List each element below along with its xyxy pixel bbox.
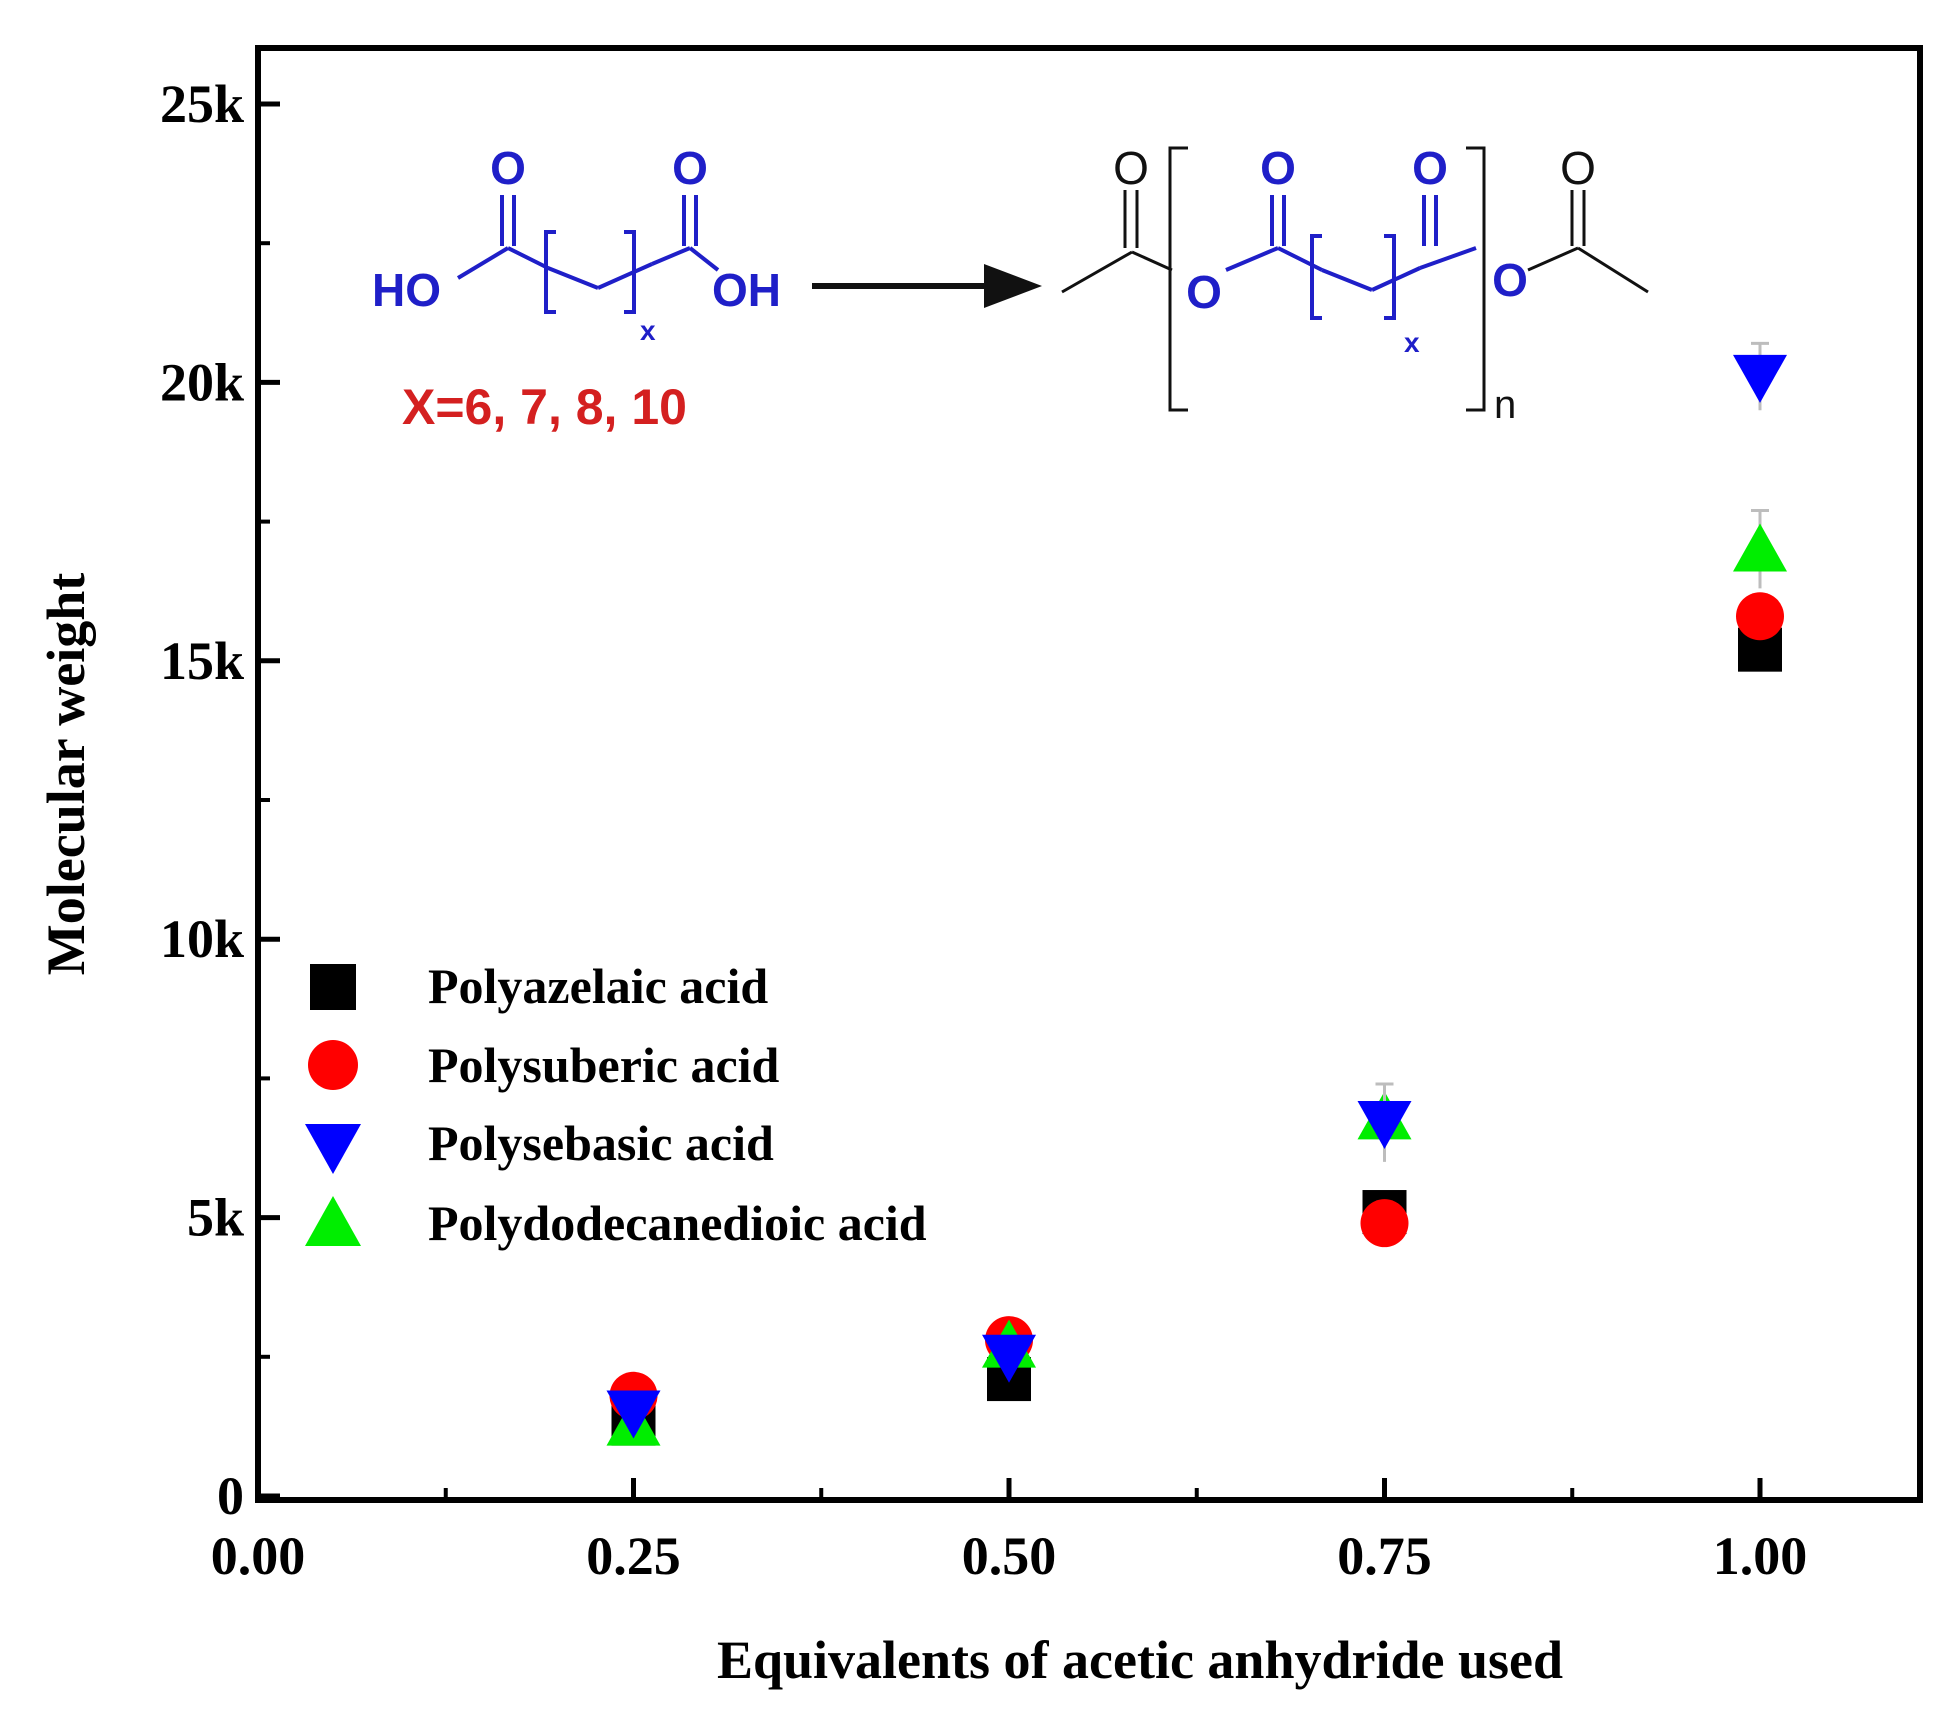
- plot-frame: [255, 45, 1923, 1503]
- reactant-structure: [456, 195, 720, 314]
- reactant-carbonyl-o-right: O: [672, 142, 708, 194]
- y-tick-label: 0: [217, 1466, 244, 1526]
- reaction-arrow: [812, 264, 1042, 308]
- x-tick-label: 0.50: [962, 1526, 1057, 1586]
- legend-marker-circle: [308, 1040, 358, 1090]
- product-structure: [1061, 146, 1649, 412]
- chain-length-annotation: X=6, 7, 8, 10: [402, 379, 687, 435]
- x-tick-label: 0.75: [1337, 1526, 1432, 1586]
- y-tick-label: 20k: [160, 352, 244, 412]
- product-ester-o-left: O: [1186, 266, 1222, 318]
- legend-marker-triangle-down: [305, 1124, 361, 1174]
- product-repeat-unit: [1225, 195, 1477, 320]
- legend-label-polysebasic: Polysebasic acid: [428, 1115, 774, 1171]
- x-tick-label: 0.25: [586, 1526, 681, 1586]
- product-repeat-n: n: [1494, 383, 1516, 427]
- x-tick-label: 1.00: [1713, 1526, 1808, 1586]
- product-carbonyl-o-mid-right: O: [1412, 142, 1448, 194]
- product-subscript-x: x: [1404, 327, 1420, 358]
- point-triangle-down: [1733, 354, 1787, 403]
- point-triangle-down: [1357, 1100, 1412, 1149]
- product-carbonyl-o-mid-left: O: [1260, 142, 1296, 194]
- legend: Polyazelaic acid Polysuberic acid Polyse…: [305, 958, 927, 1251]
- product-carbonyl-o-right: O: [1560, 142, 1596, 194]
- product-ester-o-right: O: [1492, 254, 1528, 306]
- series-square: [611, 627, 1782, 1446]
- y-axis-label: Molecular weight: [36, 573, 96, 975]
- point-triangle-down: [982, 1334, 1036, 1383]
- legend-marker-triangle-up: [305, 1196, 361, 1246]
- point-triangle-up: [1733, 523, 1787, 572]
- y-tick-label: 25k: [160, 74, 244, 134]
- x-axis-label: Equivalents of acetic anhydride used: [717, 1630, 1563, 1690]
- legend-label-polysuberic: Polysuberic acid: [428, 1037, 780, 1093]
- series-layer: [606, 341, 1787, 1446]
- reactant-oh: OH: [712, 264, 781, 316]
- point-circle: [1360, 1199, 1409, 1248]
- y-tick-label: 10k: [160, 909, 244, 969]
- reaction-scheme: HO OH O O x: [372, 142, 1649, 435]
- reactant-subscript-x: x: [640, 315, 656, 346]
- series-triangle-up: [606, 508, 1787, 1446]
- y-axis-ticks: 0 5k 10k 15k 20k 25k: [160, 74, 280, 1526]
- series-circle: [609, 592, 1784, 1420]
- point-triangle-down: [606, 1390, 661, 1439]
- y-tick-label: 15k: [160, 631, 244, 691]
- series-triangle-down: [606, 341, 1787, 1439]
- product-carbonyl-o-left: O: [1113, 142, 1149, 194]
- x-axis-ticks: 0.00 0.25 0.50 0.75 1.00: [211, 1478, 1808, 1586]
- reactant-ho: HO: [372, 264, 441, 316]
- legend-marker-square: [310, 964, 356, 1010]
- y-tick-label: 5k: [187, 1188, 244, 1248]
- reactant-carbonyl-o-left: O: [490, 142, 526, 194]
- point-circle: [1736, 592, 1784, 641]
- x-tick-label: 0.00: [211, 1526, 306, 1586]
- legend-label-polyazelaic: Polyazelaic acid: [428, 958, 768, 1014]
- legend-label-polydodecanedioic: Polydodecanedioic acid: [428, 1195, 927, 1251]
